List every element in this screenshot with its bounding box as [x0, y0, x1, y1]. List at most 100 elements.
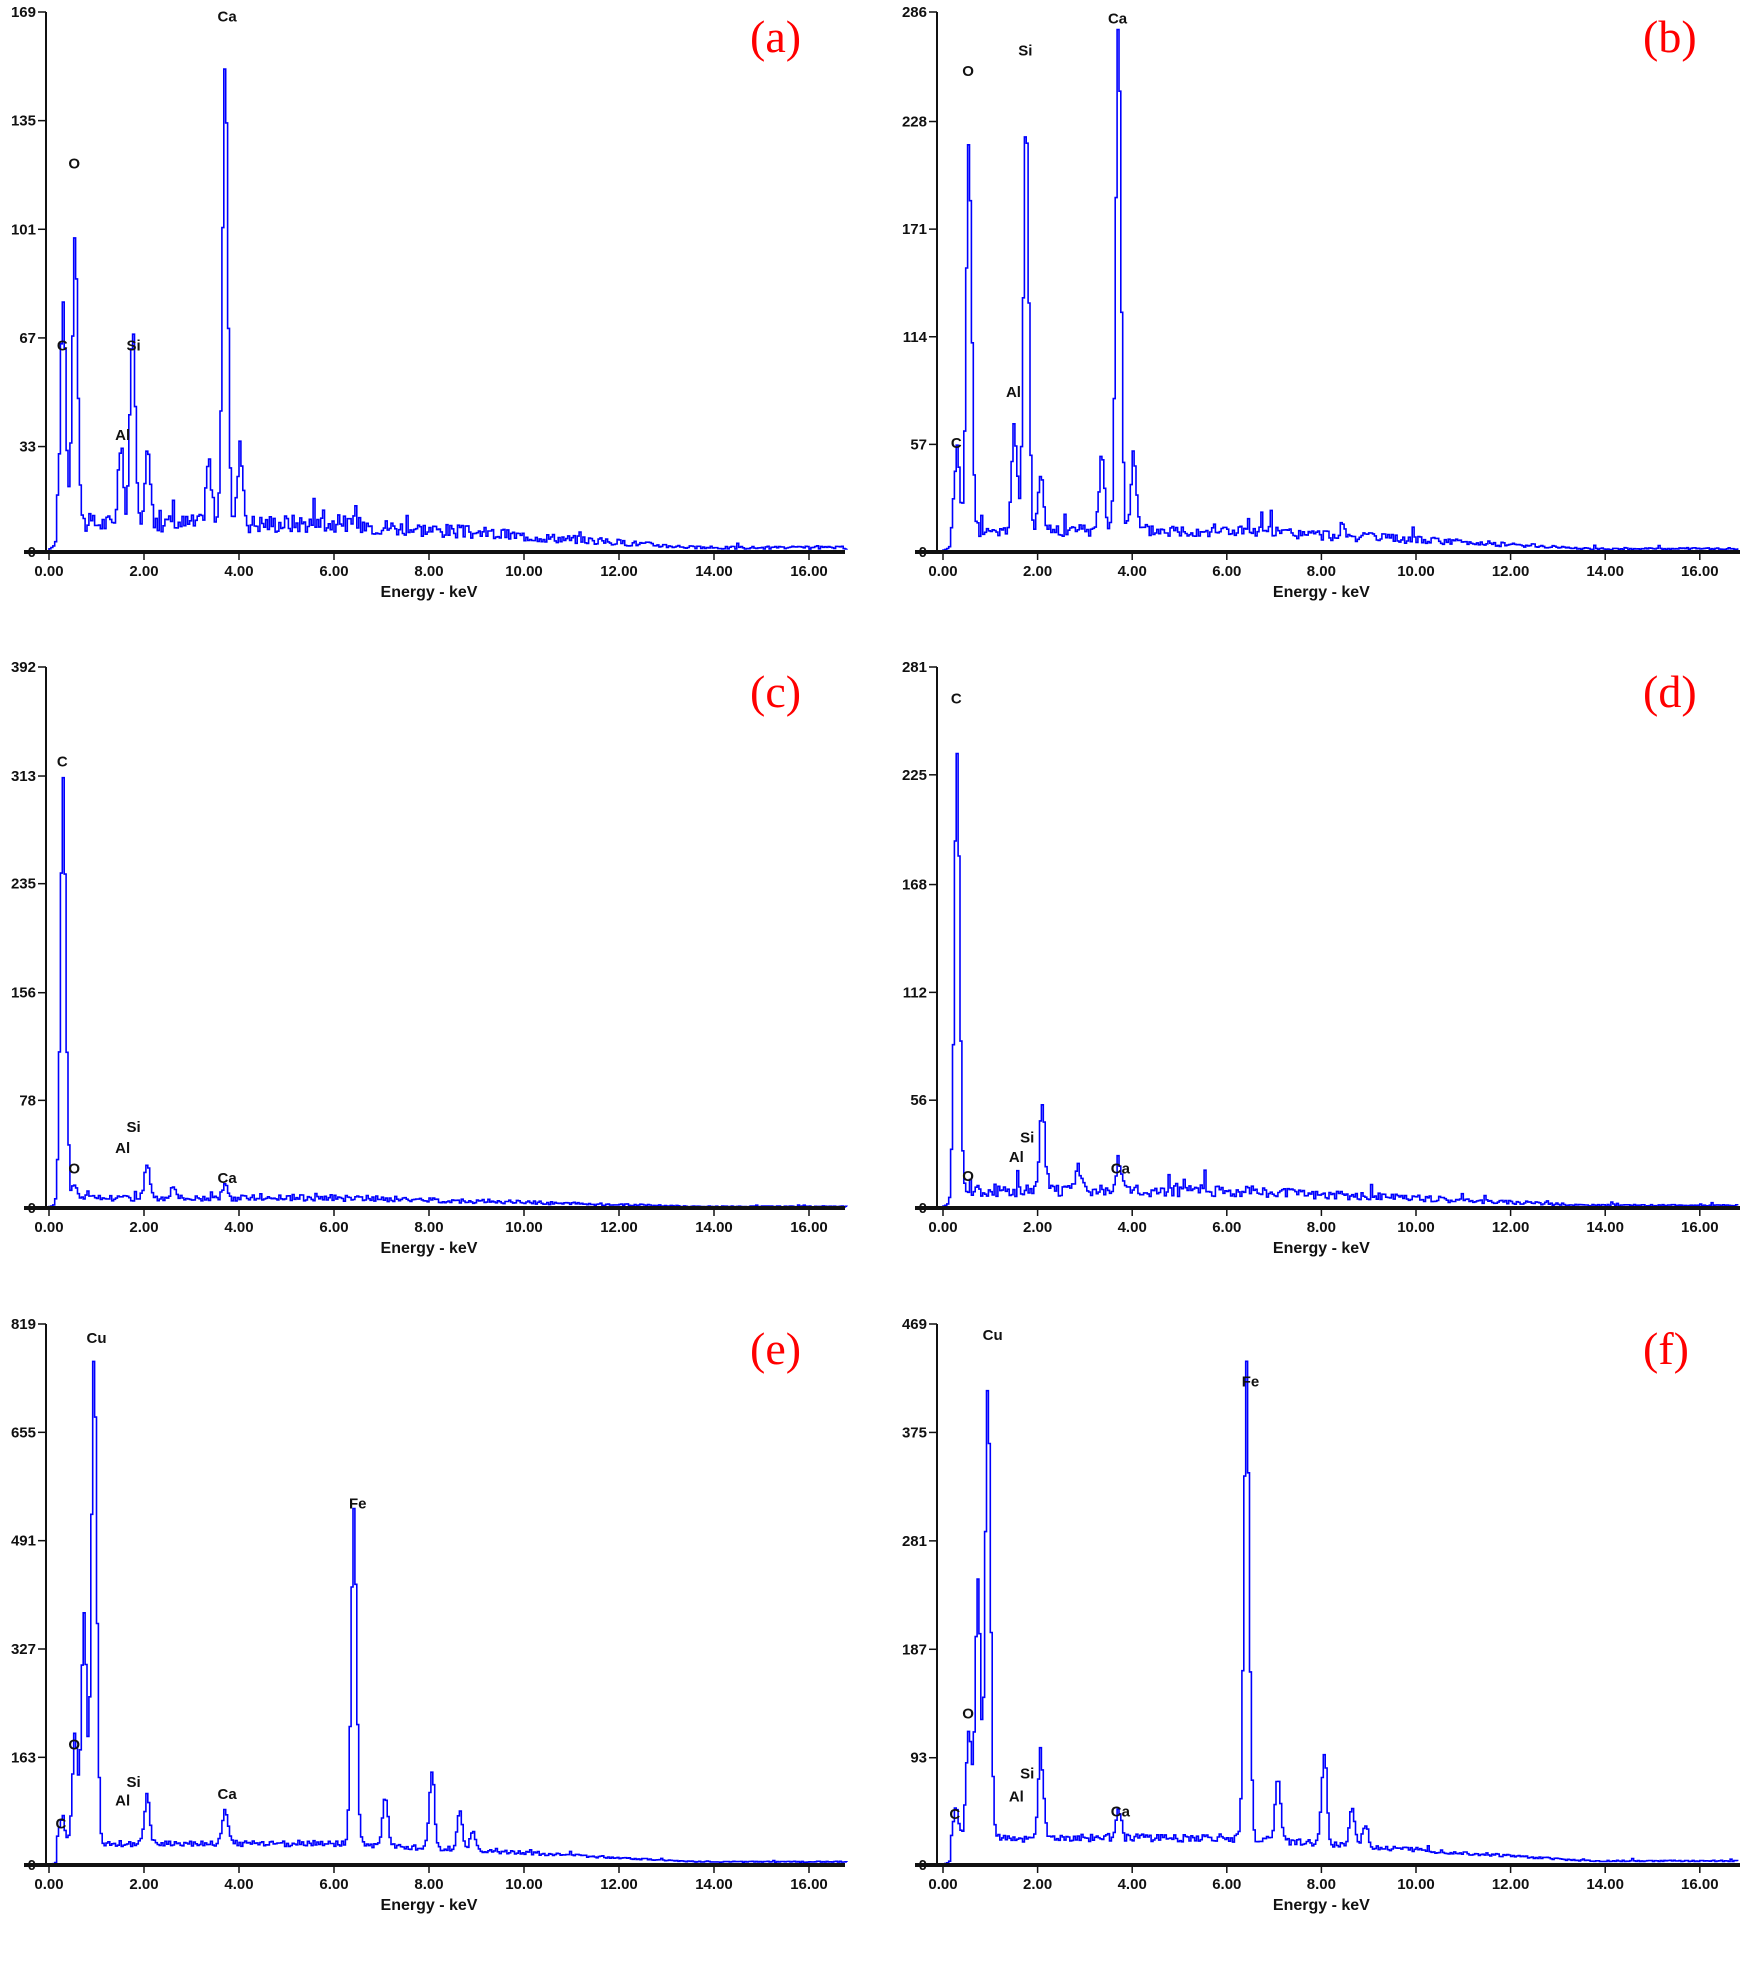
- peak-label: Al: [115, 427, 130, 444]
- x-tick-label: 0.00: [34, 563, 63, 580]
- spectrum-plot: 0561121682252810.002.004.006.008.0010.00…: [902, 659, 1740, 1257]
- spectrum-plot: 0571141712282860.002.004.006.008.0010.00…: [902, 4, 1740, 601]
- x-tick-label: 8.00: [1307, 1876, 1336, 1893]
- y-tick-label: 819: [11, 1316, 36, 1333]
- x-tick-label: 10.00: [505, 1219, 543, 1236]
- spectrum-panel-a: 033671011351690.002.004.006.008.0010.001…: [0, 0, 871, 650]
- peak-label: Ca: [1111, 1804, 1131, 1821]
- peak-label: Al: [1009, 1789, 1024, 1806]
- y-tick-label: 171: [902, 221, 927, 238]
- x-tick-label: 16.00: [790, 563, 828, 580]
- x-tick-label: 14.00: [695, 1876, 733, 1893]
- y-tick-label: 327: [11, 1641, 36, 1658]
- x-tick-label: 4.00: [1118, 1219, 1147, 1236]
- peak-label: O: [68, 156, 80, 173]
- x-tick-label: 16.00: [1681, 1219, 1719, 1236]
- x-tick-label: 16.00: [790, 1219, 828, 1236]
- x-tick-label: 10.00: [1397, 1219, 1435, 1236]
- peak-label: C: [57, 753, 68, 770]
- x-tick-label: 12.00: [1492, 1876, 1530, 1893]
- y-tick-label: 281: [902, 1533, 927, 1550]
- x-tick-label: 12.00: [600, 1876, 638, 1893]
- peak-label: Si: [126, 1774, 140, 1791]
- spectrum-panel-c: 0781562353133920.002.004.006.008.0010.00…: [0, 655, 871, 1305]
- spectrum-plot: 01633274916558190.002.004.006.008.0010.0…: [11, 1316, 848, 1914]
- spectrum-line: [942, 28, 1739, 552]
- y-tick-label: 491: [11, 1533, 36, 1550]
- spectrum-line: [48, 68, 848, 552]
- x-tick-label: 16.00: [790, 1876, 828, 1893]
- x-tick-label: 6.00: [319, 1219, 348, 1236]
- peak-label: C: [951, 691, 962, 708]
- y-tick-label: 163: [11, 1749, 36, 1766]
- spectrum-panel-f: 0931872813754690.002.004.006.008.0010.00…: [871, 1312, 1742, 1962]
- spectrum-panel-b: 0571141712282860.002.004.006.008.0010.00…: [871, 0, 1742, 650]
- y-tick-label: 235: [11, 876, 36, 893]
- y-tick-label: 67: [19, 330, 36, 347]
- peak-label: Al: [115, 1140, 130, 1157]
- spectrum-panel-e: 01633274916558190.002.004.006.008.0010.0…: [0, 1312, 871, 1962]
- x-tick-label: 10.00: [505, 1876, 543, 1893]
- y-tick-label: 114: [903, 329, 928, 346]
- x-tick-label: 10.00: [1397, 1876, 1435, 1893]
- peak-label: Ca: [218, 1170, 238, 1187]
- x-tick-label: 16.00: [1681, 1876, 1719, 1893]
- peak-label: C: [57, 338, 68, 355]
- peak-label: Si: [126, 338, 140, 355]
- x-tick-label: 6.00: [319, 1876, 348, 1893]
- spectrum-panel-d: 0561121682252810.002.004.006.008.0010.00…: [871, 655, 1742, 1305]
- spectrum-line: [48, 776, 848, 1208]
- x-tick-label: 14.00: [695, 563, 733, 580]
- x-tick-label: 12.00: [600, 563, 638, 580]
- peak-label: Ca: [218, 1786, 238, 1803]
- peak-label: Si: [1020, 1130, 1034, 1147]
- y-tick-label: 112: [903, 984, 927, 1001]
- x-axis-title: Energy - keV: [381, 584, 478, 601]
- y-tick-label: 93: [910, 1750, 927, 1767]
- x-tick-label: 0.00: [34, 1876, 63, 1893]
- peak-label: Fe: [349, 1495, 367, 1512]
- x-tick-label: 4.00: [224, 1219, 253, 1236]
- x-axis-title: Energy - keV: [381, 1240, 478, 1257]
- peak-label: C: [949, 1806, 960, 1823]
- x-tick-label: 8.00: [414, 563, 443, 580]
- spectrum-line: [942, 1360, 1739, 1865]
- y-tick-label: 375: [902, 1424, 927, 1441]
- y-tick-label: 313: [11, 768, 36, 785]
- x-tick-label: 8.00: [1307, 1219, 1336, 1236]
- x-tick-label: 2.00: [1023, 1219, 1052, 1236]
- x-tick-label: 12.00: [1492, 1219, 1530, 1236]
- peak-label: O: [68, 1160, 80, 1177]
- y-tick-label: 169: [11, 4, 36, 21]
- spectrum-plot: 0781562353133920.002.004.006.008.0010.00…: [11, 659, 848, 1257]
- panel-label: (a): [750, 11, 802, 62]
- y-tick-label: 228: [902, 114, 927, 131]
- x-tick-label: 14.00: [1586, 563, 1624, 580]
- peak-label: Cu: [87, 1330, 107, 1347]
- x-tick-label: 0.00: [928, 1876, 957, 1893]
- x-tick-label: 4.00: [1118, 563, 1147, 580]
- x-tick-label: 12.00: [1492, 563, 1530, 580]
- x-axis-title: Energy - keV: [381, 1897, 478, 1914]
- x-tick-label: 0.00: [34, 1219, 63, 1236]
- x-tick-label: 14.00: [1586, 1876, 1624, 1893]
- peak-label: Al: [1009, 1149, 1024, 1166]
- x-tick-label: 0.00: [928, 1219, 957, 1236]
- y-tick-label: 57: [910, 436, 927, 453]
- peak-label: C: [55, 1816, 66, 1833]
- x-tick-label: 2.00: [129, 1219, 158, 1236]
- x-axis-title: Energy - keV: [1273, 1897, 1370, 1914]
- peak-label: Ca: [1108, 10, 1128, 27]
- x-tick-label: 0.00: [928, 563, 957, 580]
- panel-label: (c): [750, 666, 802, 717]
- x-tick-label: 16.00: [1681, 563, 1719, 580]
- x-tick-label: 8.00: [1307, 563, 1336, 580]
- x-tick-label: 14.00: [695, 1219, 733, 1236]
- y-tick-label: 101: [11, 221, 36, 238]
- y-tick-label: 78: [19, 1092, 36, 1109]
- spectrum-line: [48, 1360, 848, 1866]
- x-axis-title: Energy - keV: [1273, 584, 1370, 601]
- spectrum-plot: 033671011351690.002.004.006.008.0010.001…: [11, 4, 848, 601]
- panel-label: (d): [1643, 666, 1697, 717]
- peak-label: Al: [1006, 384, 1021, 401]
